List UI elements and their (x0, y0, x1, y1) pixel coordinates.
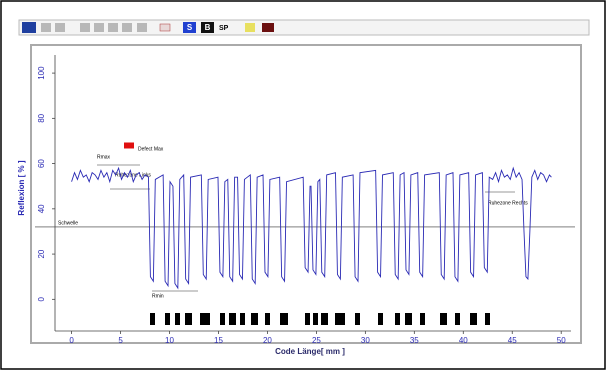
b-button[interactable] (201, 22, 214, 33)
tool-button[interactable] (41, 23, 51, 32)
annotation: Schwelle (58, 220, 78, 226)
annotation: Ruhezone Links (115, 172, 151, 178)
barcode-bar (355, 313, 360, 325)
barcode-bar (313, 313, 318, 325)
tool-button[interactable] (108, 23, 118, 32)
y-tick-label: 80 (37, 113, 46, 122)
barcode-bar (335, 313, 345, 325)
toolbar-bg (18, 19, 590, 36)
x-tick-label: 0 (69, 336, 74, 345)
barcode-bar (165, 313, 170, 325)
barcode-bar (470, 313, 477, 325)
barcode-bar (485, 313, 490, 325)
barcode-bar (305, 313, 310, 325)
annotation: Rmin (152, 293, 164, 299)
sp-button[interactable]: SP (219, 25, 229, 32)
y-tick-label: 60 (37, 159, 46, 168)
tool-button[interactable] (80, 23, 90, 32)
s-label: S (187, 23, 193, 32)
annotation: Rmax (97, 154, 111, 160)
barcode-bar (321, 313, 328, 325)
barcode-bar (175, 313, 180, 325)
x-tick-label: 50 (557, 336, 566, 345)
barcode-bar (150, 313, 155, 325)
x-axis-label: Code Länge[ mm ] (275, 347, 345, 356)
tool-button[interactable] (122, 23, 132, 32)
barcode-bar (280, 313, 288, 325)
x-tick-label: 5 (118, 336, 123, 345)
y-axis-label: Reflexion [ % ] (17, 160, 26, 215)
x-tick-label: 40 (459, 336, 468, 345)
x-tick-label: 10 (165, 336, 174, 345)
barcode (150, 313, 490, 325)
tool-button[interactable] (137, 23, 147, 32)
y-tick-label: 0 (37, 297, 46, 302)
barcode-bar (251, 313, 258, 325)
tool-button[interactable] (245, 23, 255, 32)
barcode-bar (220, 313, 225, 325)
toolbar: S B SP (18, 19, 590, 36)
annotation: Defect Max (138, 146, 164, 152)
barcode-bar (378, 313, 383, 325)
tool-button[interactable] (159, 23, 171, 32)
b-label: B (205, 23, 211, 32)
y-tick-label: 100 (37, 66, 46, 80)
s-button[interactable] (183, 22, 196, 33)
x-tick-label: 30 (361, 336, 370, 345)
x-tick-label: 45 (508, 336, 517, 345)
barcode-bar (229, 313, 236, 325)
barcode-bar (455, 313, 460, 325)
barcode-bar (185, 313, 192, 325)
x-tick-label: 15 (214, 336, 223, 345)
annotation: Ruhezone Rechts (488, 200, 528, 206)
defect-max-marker (124, 142, 134, 149)
barcode-bar (420, 313, 425, 325)
x-tick-label: 25 (312, 336, 321, 345)
barcode-bar (405, 313, 412, 325)
x-tick-label: 20 (263, 336, 272, 345)
plot-frame (30, 44, 582, 344)
reflectance-line (71, 166, 552, 290)
y-tick-label: 40 (37, 204, 46, 213)
barcode-bar (440, 313, 447, 325)
barcode-bar (395, 313, 400, 325)
barcode-bar (200, 313, 210, 325)
barcode-bar (240, 313, 245, 325)
barcode-bar (265, 313, 270, 325)
nav-button[interactable] (22, 22, 36, 33)
tool-button[interactable] (94, 23, 104, 32)
tool-button[interactable] (262, 23, 274, 32)
tool-button[interactable] (55, 23, 65, 32)
y-tick-label: 20 (37, 249, 46, 258)
x-tick-label: 35 (410, 336, 419, 345)
